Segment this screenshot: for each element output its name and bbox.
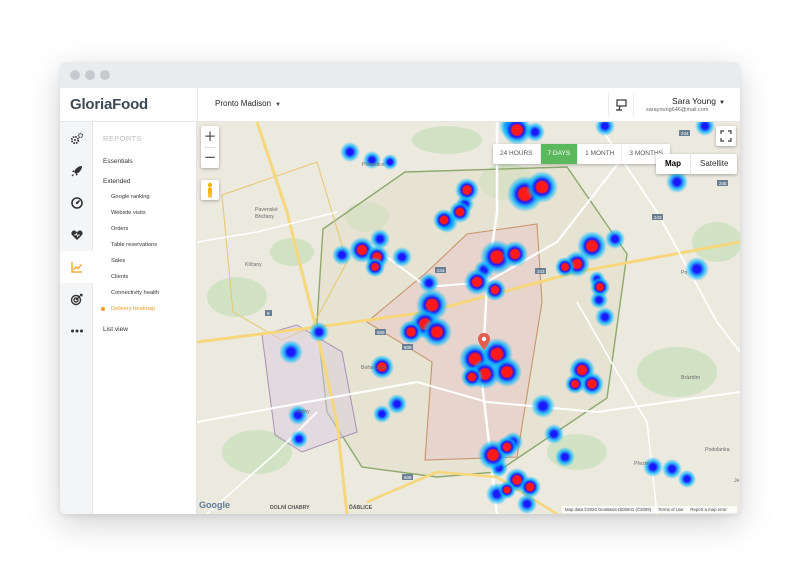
zoom-divider [204,147,216,148]
road-shield-label: 244 [681,131,689,136]
submenu-item-clients[interactable]: Clients [111,274,129,280]
zoom-control: + − [201,126,219,168]
rail-item-reports[interactable] [60,251,93,283]
submenu-item-google-ranking[interactable]: Google ranking [111,194,150,200]
place-label: Přezle [634,461,649,467]
window-close-dot[interactable] [70,70,80,80]
report-map-error-link[interactable]: Report a map error [690,507,727,512]
delivery-heatmap-map[interactable]: 244 243 608 608 9 243 244 245 608 Přezle… [197,122,740,514]
road-shield-label: 608 [377,330,385,335]
restaurant-name: Pronto Madison [215,99,272,108]
rocket-icon [71,166,82,177]
map-type-control: Map Satellite [656,154,738,174]
rail-item-dashboard[interactable] [60,187,93,219]
zoom-out-button[interactable]: − [203,148,217,166]
terms-of-use-link[interactable]: Terms of Use [658,507,684,512]
road-shield-label: 608 [404,345,412,350]
range-tab-24-hours[interactable]: 24 HOURS [493,144,541,164]
submenu-item-website-visits[interactable]: Website visits [111,210,146,216]
place-label: ĎÁBLICE [349,505,373,511]
chevron-down-icon: ▼ [718,100,725,106]
place-label: Pavenské Břežany [255,207,278,220]
road-shield-label: 244 [437,268,445,273]
more-icon [70,329,83,333]
place-label: Po [681,270,688,276]
browser-window: GloriaFood Pronto Madison ▼ Sara Young ▼ s… [60,62,740,514]
range-tab-7-days[interactable]: 7 DAYS [540,144,579,164]
submenu-item-list-view[interactable]: List view [103,326,128,333]
submenu-item-extended[interactable]: Extended [103,178,131,185]
place-label: DOLNÍ CHABRY [270,505,310,511]
reports-submenu: REPORTS Essentials Extended Google ranki… [93,122,197,514]
place-label: Přezletice [362,162,385,168]
place-label: Bořanovice [361,365,387,371]
road-shield-label: 243 [537,269,545,274]
road-shield-label: 9 [267,311,270,316]
gauge-icon [70,197,83,209]
map-type-divider [690,154,691,174]
google-logo[interactable]: Google [199,500,230,510]
fullscreen-button[interactable] [716,126,736,146]
place-label: Zdiby [297,409,310,415]
restaurant-selector[interactable]: Pronto Madison ▼ [215,99,281,108]
heatmap-layer-hot [349,122,610,499]
fullscreen-icon [720,130,732,142]
monitor-button[interactable] [608,93,634,117]
place-label: Brázdim [681,375,701,381]
rail-item-setup[interactable] [60,123,93,155]
submenu-item-connectivity-health[interactable]: Connectivity health [111,290,160,296]
zoom-in-button[interactable]: + [203,127,217,145]
restaurant-location-pin[interactable] [478,333,490,350]
road-shields: 244 243 608 608 9 243 244 245 608 [265,130,728,480]
time-range-tabs: 24 HOURS 7 DAYS 1 MONTH 3 MONTHS [493,144,670,164]
rail-item-marketing[interactable] [60,155,93,187]
heart-icon [70,230,83,240]
road-shield-label: 608 [404,475,412,480]
window-minimize-dot[interactable] [85,70,95,80]
reports-heading: REPORTS [103,134,142,143]
icon-rail [60,122,93,514]
rail-item-more[interactable] [60,315,93,347]
pegman-icon [207,182,213,198]
monitor-icon [616,99,627,111]
gloriafood-logo[interactable]: GloriaFood [70,96,148,113]
submenu-item-delivery-heatmap[interactable]: Delivery heatmap [111,306,156,312]
chart-icon [70,262,82,273]
place-label: Je [734,478,740,484]
window-maximize-dot[interactable] [100,70,110,80]
road-shield-label: 245 [719,181,727,186]
map-attribution: Map data ©2020 GeoBasis-DE/BKG (©2009) Te… [562,506,737,513]
place-label: Podolanka [705,447,730,453]
rail-item-favorites[interactable] [60,219,93,251]
user-menu[interactable]: Sara Young ▼ [672,96,725,106]
top-bar: GloriaFood Pronto Madison ▼ Sara Young ▼ s… [60,88,740,122]
logo-divider [197,88,198,122]
browser-titlebar [60,62,740,88]
map-type-satellite-button[interactable]: Satellite [700,159,729,168]
rail-item-goals[interactable] [60,283,93,315]
user-name: Sara Young [672,96,716,106]
submenu-item-table-reservations[interactable]: Table reservations [111,242,158,248]
user-email: sarayoung646@mail.com [646,107,709,113]
map-type-map-button[interactable]: Map [665,159,681,168]
place-label: Kličany [245,262,262,268]
map-data-credit: Map data ©2020 GeoBasis-DE/BKG (©2009) [565,507,652,512]
range-tab-3-months[interactable]: 3 MONTHS [629,150,663,157]
street-view-button[interactable] [201,180,219,200]
range-tab-1-month[interactable]: 1 MONTH [578,144,623,164]
map-canvas: 244 243 608 608 9 243 244 245 608 [197,122,740,514]
submenu-item-orders[interactable]: Orders [111,226,129,232]
road-shield-label: 243 [654,215,662,220]
chevron-down-icon: ▼ [275,102,281,108]
heatmap-layer-cool [279,122,715,514]
active-indicator-dot [101,307,105,311]
gears-icon [70,132,83,145]
target-icon [70,293,83,306]
submenu-item-essentials[interactable]: Essentials [103,158,133,165]
submenu-item-sales[interactable]: Sales [111,258,126,264]
